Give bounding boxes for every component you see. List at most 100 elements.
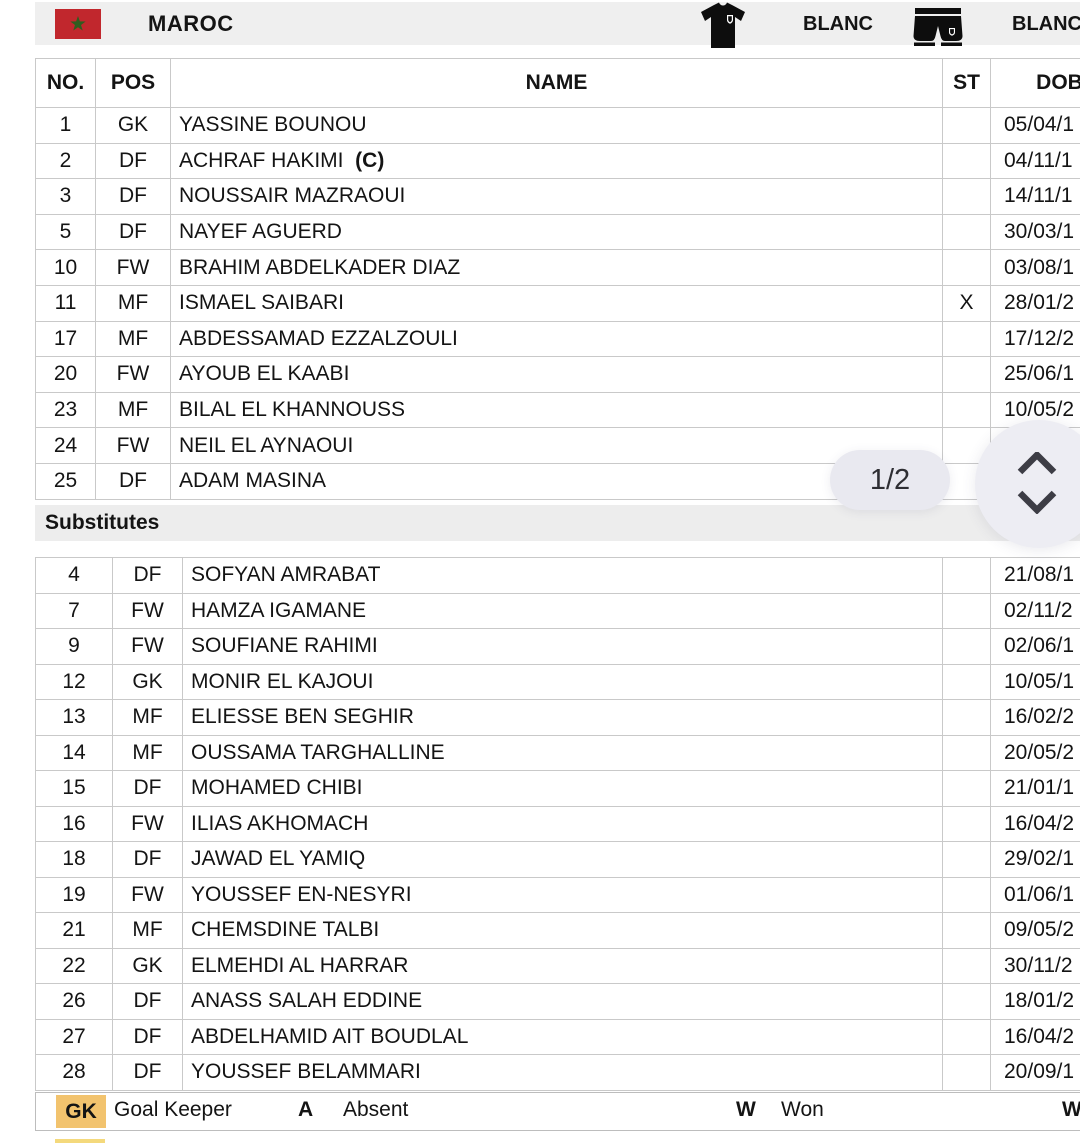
legend-code-clipped: W [1062, 1098, 1080, 1121]
player-status: X [942, 284, 991, 322]
player-name: ELMEHDI AL HARRAR [182, 947, 943, 984]
player-status [942, 107, 991, 144]
player-name: JAWAD EL YAMIQ [182, 841, 943, 878]
player-position: DF [112, 983, 183, 1020]
player-dob: 18/01/2 [990, 983, 1080, 1020]
legend-bar: GK Goal Keeper A Absent W Won W [35, 1092, 1080, 1131]
player-number: 2 [35, 142, 96, 180]
col-header-dob: DOB [990, 58, 1080, 108]
player-row: 20 FW AYOUB EL KAABI 25/06/1 [35, 356, 1080, 393]
player-position: FW [112, 628, 183, 665]
player-number: 4 [35, 557, 113, 594]
player-status [942, 557, 991, 594]
player-status [942, 841, 991, 878]
player-status [942, 391, 991, 429]
player-dob: 16/02/2 [990, 699, 1080, 736]
player-name: YASSINE BOUNOU [170, 107, 943, 144]
player-dob: 30/11/2 [990, 947, 1080, 984]
player-name: YOUSSEF BELAMMARI [182, 1054, 943, 1091]
player-number: 20 [35, 356, 96, 393]
player-row: 5 DF NAYEF AGUERD 30/03/1 [35, 213, 1080, 251]
player-status [942, 142, 991, 180]
legend-code-won: W [736, 1098, 756, 1121]
player-status [942, 356, 991, 393]
player-status [942, 1054, 991, 1091]
player-row: 28 DF YOUSSEF BELAMMARI 20/09/1 [35, 1054, 1080, 1091]
scroll-up-down-icon [1017, 452, 1057, 514]
legend-next-row-highlight [55, 1139, 105, 1143]
player-position: DF [95, 462, 171, 500]
player-position: MF [95, 284, 171, 322]
scroll-page-button[interactable] [975, 420, 1080, 548]
player-name: NOUSSAIR MAZRAOUI [170, 178, 943, 215]
player-position: DF [95, 142, 171, 180]
player-name: ELIESSE BEN SEGHIR [182, 699, 943, 736]
player-row: 14 MF OUSSAMA TARGHALLINE 20/05/2 [35, 734, 1080, 771]
player-position: GK [112, 663, 183, 700]
player-position: DF [112, 770, 183, 807]
player-row: 12 GK MONIR EL KAJOUI 10/05/1 [35, 663, 1080, 700]
substitutes-table: 4 DF SOFYAN AMRABAT 21/08/1 7 FW HAMZA IGAMANE… [35, 557, 1080, 1091]
player-row: 16 FW ILIAS AKHOMACH 16/04/2 [35, 805, 1080, 842]
player-position: FW [112, 805, 183, 842]
col-header-no: NO. [35, 58, 96, 108]
player-position: DF [112, 841, 183, 878]
substitutes-title: Substitutes [45, 511, 160, 534]
player-number: 7 [35, 592, 113, 629]
player-position: FW [95, 427, 171, 464]
player-position: GK [112, 947, 183, 984]
player-name: YOUSSEF EN-NESYRI [182, 876, 943, 913]
player-position: DF [112, 557, 183, 594]
player-position: DF [112, 1054, 183, 1091]
player-name: ISMAEL SAIBARI [170, 284, 943, 322]
player-number: 14 [35, 734, 113, 771]
col-header-name: NAME [170, 58, 943, 108]
player-number: 24 [35, 427, 96, 464]
player-row: 15 DF MOHAMED CHIBI 21/01/1 [35, 770, 1080, 807]
page-indicator-text: 1/2 [869, 463, 911, 496]
player-number: 27 [35, 1018, 113, 1055]
player-number: 19 [35, 876, 113, 913]
player-name: SOFYAN AMRABAT [182, 557, 943, 594]
player-row: 2 DF ACHRAF HAKIMI (C) 04/11/1 [35, 142, 1080, 180]
player-dob: 02/11/2 [990, 592, 1080, 629]
player-name: ACHRAF HAKIMI (C) [170, 142, 943, 180]
player-status [942, 983, 991, 1020]
player-status [942, 628, 991, 665]
player-name: CHEMSDINE TALBI [182, 912, 943, 949]
player-name: AYOUB EL KAABI [170, 356, 943, 393]
legend-label-absent: Absent [343, 1098, 409, 1121]
jersey-icon [701, 2, 745, 48]
captain-badge: (C) [343, 148, 385, 172]
player-position: FW [95, 249, 171, 286]
player-position: MF [112, 699, 183, 736]
shorts-color-label: BLANC [1012, 13, 1080, 35]
player-row: 13 MF ELIESSE BEN SEGHIR 16/02/2 [35, 699, 1080, 736]
col-header-pos: POS [95, 58, 171, 108]
player-status [942, 876, 991, 913]
player-number: 16 [35, 805, 113, 842]
player-dob: 16/04/2 [990, 1018, 1080, 1055]
player-row: 17 MF ABDESSAMAD EZZALZOULI 17/12/2 [35, 320, 1080, 358]
player-number: 25 [35, 462, 96, 500]
player-name: BILAL EL KHANNOUSS [170, 391, 943, 429]
player-status [942, 699, 991, 736]
player-row: 10 FW BRAHIM ABDELKADER DIAZ 03/08/1 [35, 249, 1080, 286]
player-status [942, 912, 991, 949]
player-number: 21 [35, 912, 113, 949]
player-name: BRAHIM ABDELKADER DIAZ [170, 249, 943, 286]
player-position: FW [95, 356, 171, 393]
player-dob: 01/06/1 [990, 876, 1080, 913]
starters-table: NO. POS NAME ST DOB 1 GK YASSINE BOUNOU 05/… [35, 58, 1080, 500]
player-number: 18 [35, 841, 113, 878]
player-name: MONIR EL KAJOUI [182, 663, 943, 700]
player-row: 27 DF ABDELHAMID AIT BOUDLAL 16/04/2 [35, 1018, 1080, 1055]
player-name: ADAM MASINA [170, 462, 943, 500]
player-number: 12 [35, 663, 113, 700]
shorts-icon [913, 8, 963, 46]
player-position: DF [95, 213, 171, 251]
substitutes-section-header: Substitutes [35, 505, 1080, 541]
player-dob: 03/08/1 [990, 249, 1080, 286]
player-dob: 21/01/1 [990, 770, 1080, 807]
player-number: 11 [35, 284, 96, 322]
